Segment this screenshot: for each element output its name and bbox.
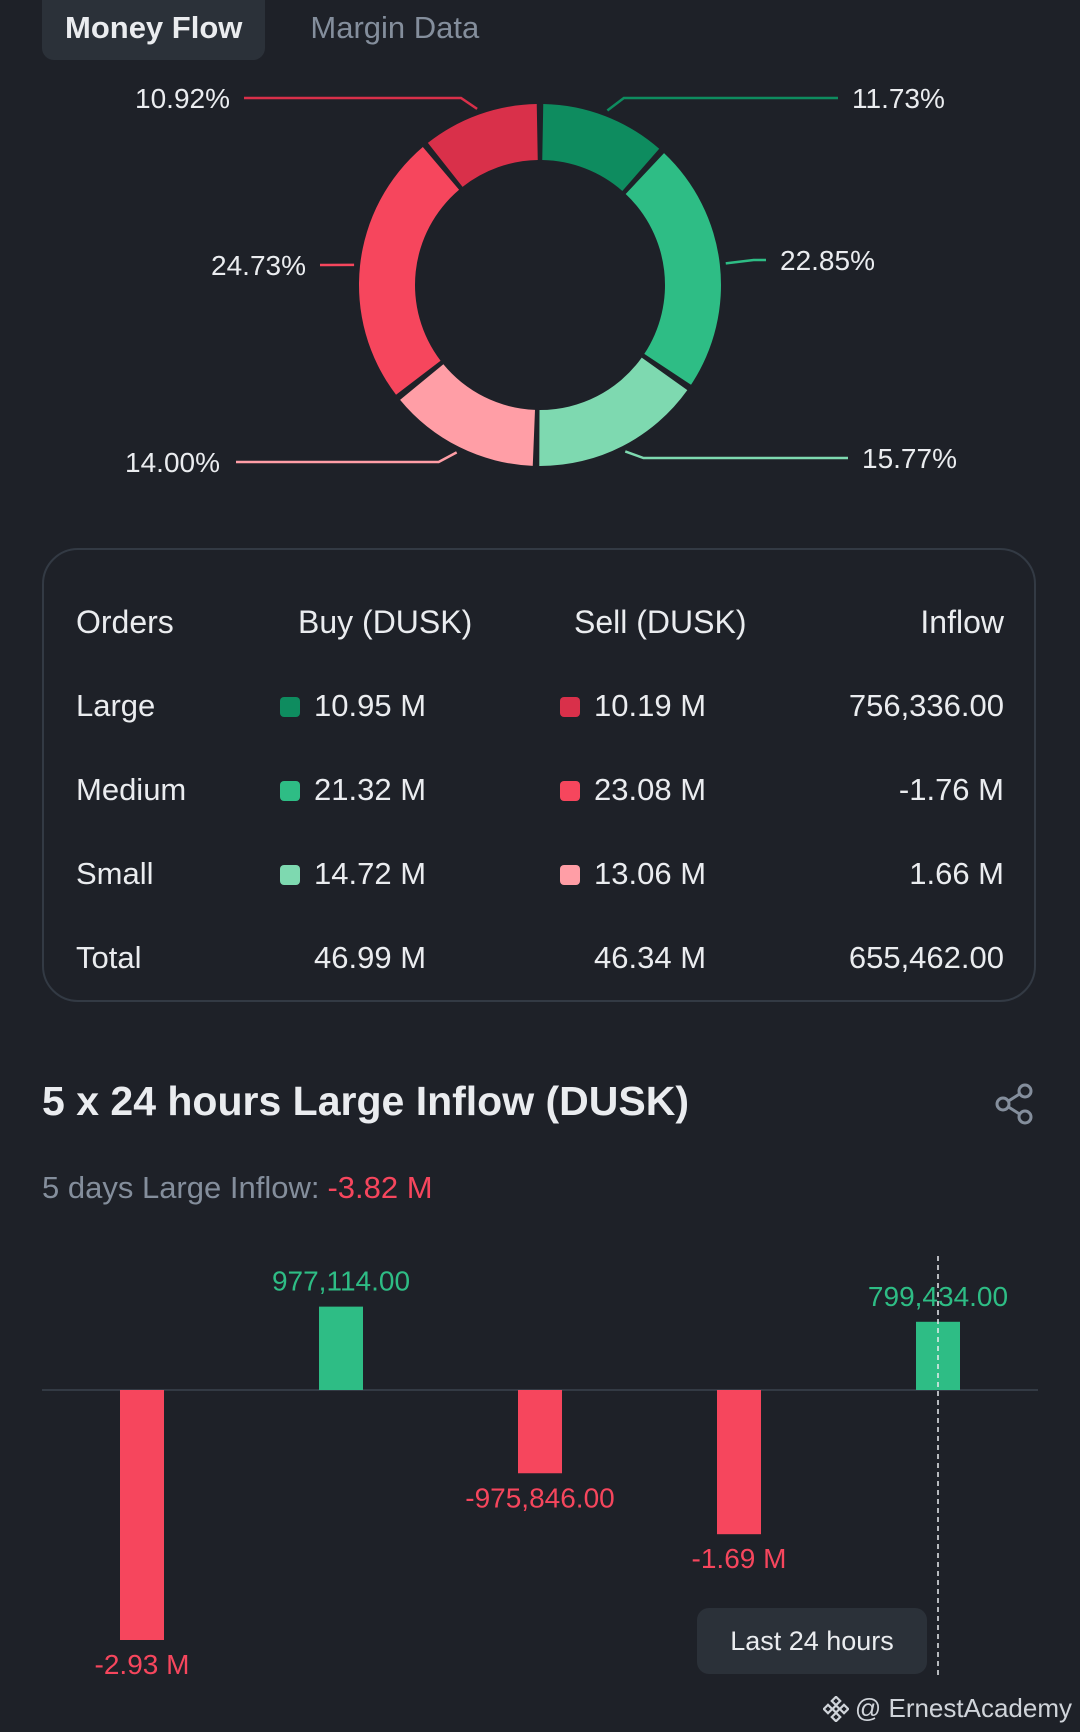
donut-label: 24.73% — [211, 250, 306, 281]
five-days-inflow: 5 days Large Inflow: -3.82 M — [42, 1170, 433, 1206]
total-sell-value: 46.34 M — [594, 940, 707, 975]
share-icon — [995, 1083, 1033, 1125]
donut-label: 14.00% — [125, 447, 220, 478]
small-sell-legend-icon — [560, 865, 580, 885]
buy-value: 21.32 M — [314, 772, 427, 807]
orders-table: Orders Buy (DUSK) Sell (DUSK) Inflow Lar… — [76, 580, 1004, 1000]
row-label: Small — [76, 856, 154, 891]
bar-1[interactable] — [120, 1390, 164, 1640]
total-inflow-value: 655,462.00 — [848, 940, 1004, 975]
large-sell-legend-icon — [560, 697, 580, 717]
header-sell: Sell (DUSK) — [574, 604, 747, 640]
donut-leader-line — [606, 96, 838, 112]
donut-leader-line — [725, 258, 766, 265]
sell-cell: 10.19 M — [560, 664, 706, 748]
bar-value-label: -2.93 M — [95, 1649, 190, 1680]
donut-segment-large-buy — [542, 104, 660, 191]
bar-value-label: 977,114.00 — [272, 1266, 410, 1297]
header-buy: Buy (DUSK) — [298, 604, 473, 640]
donut-segment-medium-buy — [625, 153, 721, 385]
row-label: Medium — [76, 772, 187, 807]
header-inflow: Inflow — [920, 604, 1004, 640]
donut-segment-small-buy — [539, 357, 688, 466]
section-title: 5 x 24 hours Large Inflow (DUSK) — [42, 1078, 689, 1124]
buy-cell: 10.95 M — [280, 664, 426, 748]
medium-sell-legend-icon — [560, 781, 580, 801]
binance-logo-icon — [822, 1695, 849, 1722]
bar-3[interactable] — [518, 1390, 562, 1474]
large-buy-legend-icon — [280, 697, 300, 717]
donut-segment-large-sell — [427, 104, 538, 187]
sell-value: 23.08 M — [594, 772, 707, 807]
row-label: Large — [76, 688, 156, 723]
sell-value: 13.06 M — [594, 856, 707, 891]
tab-bar: Money Flow Margin Data — [42, 0, 502, 60]
inflow-value: -1.76 M — [898, 772, 1004, 807]
row-label: Total — [76, 940, 142, 975]
donut-segment-medium-sell — [359, 147, 460, 395]
sell-value: 10.19 M — [594, 688, 707, 723]
donut-label: 11.73% — [852, 83, 945, 114]
table-row-total: Total 46.99 M 46.34 M 655,462.00 — [76, 916, 1004, 1000]
buy-value: 10.95 M — [314, 688, 427, 723]
total-buy-value: 46.99 M — [314, 940, 427, 975]
header-orders: Orders — [76, 604, 174, 640]
bar-value-label: -1.69 M — [692, 1543, 787, 1574]
table-header-row: Orders Buy (DUSK) Sell (DUSK) Inflow — [76, 580, 1004, 664]
bar-value-label: -975,846.00 — [465, 1482, 614, 1513]
five-days-value: -3.82 M — [327, 1170, 433, 1205]
money-flow-donut-chart: 11.73% 22.85% 15.77% 14.00% 24.73% 10.92% — [125, 83, 957, 478]
table-row-large: Large 10.95 M 10.19 M 756,336.00 — [76, 664, 1004, 748]
buy-cell: 21.32 M — [280, 748, 426, 832]
buy-cell: 14.72 M — [280, 832, 426, 916]
five-days-label: 5 days Large Inflow: — [42, 1170, 320, 1205]
sell-cell: 23.08 M — [560, 748, 706, 832]
medium-buy-legend-icon — [280, 781, 300, 801]
orders-table-card: Orders Buy (DUSK) Sell (DUSK) Inflow Lar… — [42, 548, 1036, 1002]
tab-money-flow[interactable]: Money Flow — [42, 0, 266, 60]
donut-label: 22.85% — [780, 245, 875, 276]
small-buy-legend-icon — [280, 865, 300, 885]
donut-label: 10.92% — [135, 83, 230, 114]
buy-value: 14.72 M — [314, 856, 427, 891]
inflow-value: 1.66 M — [909, 856, 1004, 891]
tab-margin-data[interactable]: Margin Data — [310, 10, 480, 45]
donut-leader-line — [624, 450, 848, 460]
donut-leader-line — [236, 451, 458, 464]
donut-leader-line — [244, 96, 478, 110]
watermark: @ ErnestAcademy — [822, 1693, 1072, 1724]
bar-4[interactable] — [717, 1390, 761, 1535]
table-row-medium: Medium 21.32 M 23.08 M -1.76 M — [76, 748, 1004, 832]
donut-label: 15.77% — [862, 443, 957, 474]
table-row-small: Small 14.72 M 13.06 M 1.66 M — [76, 832, 1004, 916]
donut-segment-small-sell — [400, 364, 536, 466]
sell-cell: 13.06 M — [560, 832, 706, 916]
last-24-hours-tooltip[interactable]: Last 24 hours — [697, 1608, 927, 1674]
watermark-text: @ ErnestAcademy — [854, 1693, 1072, 1723]
inflow-value: 756,336.00 — [848, 688, 1004, 723]
bar-2[interactable] — [319, 1306, 363, 1390]
share-button[interactable] — [993, 1082, 1037, 1126]
